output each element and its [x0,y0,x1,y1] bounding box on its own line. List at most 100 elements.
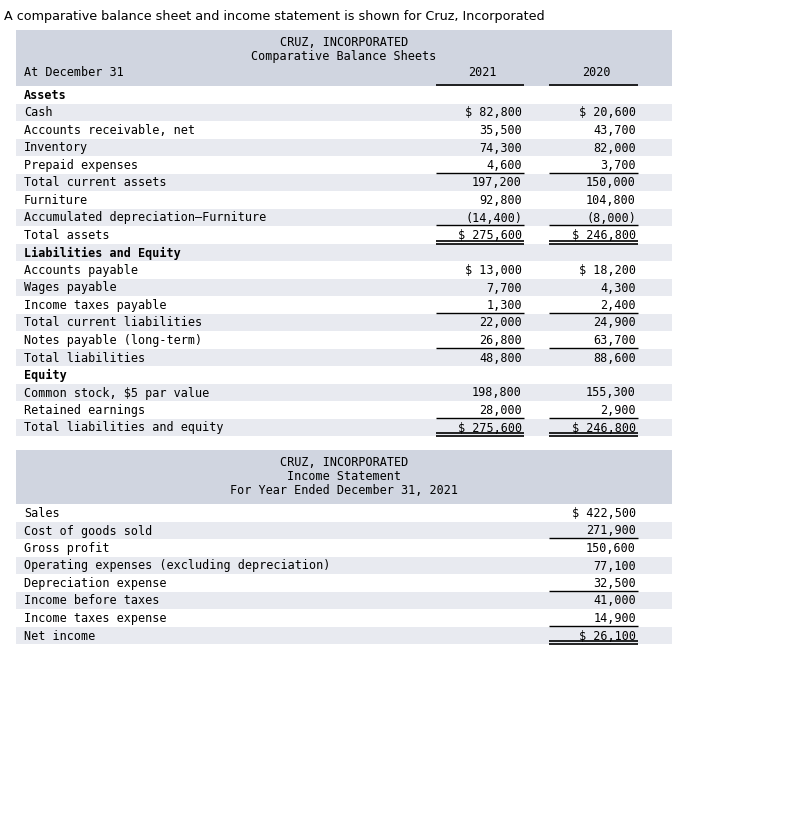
Text: For Year Ended December 31, 2021: For Year Ended December 31, 2021 [230,484,458,497]
Text: CRUZ, INCORPORATED: CRUZ, INCORPORATED [280,456,408,469]
Text: Wages payable: Wages payable [24,281,117,294]
Bar [16,419,672,436]
Text: 1,300: 1,300 [487,299,522,312]
Bar [16,348,672,366]
Bar [16,450,672,504]
Text: Common stock, $5 par value: Common stock, $5 par value [24,386,209,399]
Text: 88,600: 88,600 [593,352,636,365]
Text: 197,200: 197,200 [472,177,522,190]
Bar [16,313,672,331]
Bar [16,86,672,104]
Bar [16,627,672,644]
Text: $ 20,600: $ 20,600 [579,106,636,119]
Text: $ 13,000: $ 13,000 [465,264,522,277]
Text: Operating expenses (excluding depreciation): Operating expenses (excluding depreciati… [24,560,330,573]
Text: A comparative balance sheet and income statement is shown for Cruz, Incorporated: A comparative balance sheet and income s… [4,10,544,23]
Text: 4,300: 4,300 [600,281,636,294]
Text: 92,800: 92,800 [480,194,522,207]
Text: 14,900: 14,900 [593,612,636,625]
Text: $ 246,800: $ 246,800 [572,421,636,434]
Bar [16,296,672,313]
Bar [16,384,672,401]
Bar [16,104,672,121]
Text: Accounts payable: Accounts payable [24,264,138,277]
Text: 2020: 2020 [581,66,610,79]
Bar [16,401,672,419]
Text: Gross profit: Gross profit [24,542,110,555]
Bar [16,556,672,574]
Text: Total assets: Total assets [24,229,110,242]
Text: Cash: Cash [24,106,52,119]
Text: 150,600: 150,600 [586,542,636,555]
Text: 32,500: 32,500 [593,577,636,590]
Text: Net income: Net income [24,630,96,642]
Text: $ 422,500: $ 422,500 [572,507,636,520]
Text: 271,900: 271,900 [586,524,636,537]
Text: 43,700: 43,700 [593,124,636,137]
Text: Equity: Equity [24,369,66,382]
Text: Sales: Sales [24,507,59,520]
Text: Income taxes expense: Income taxes expense [24,612,167,625]
Text: 3,700: 3,700 [600,159,636,172]
Text: 26,800: 26,800 [480,334,522,347]
Text: 77,100: 77,100 [593,560,636,573]
Text: 2021: 2021 [468,66,496,79]
Bar [16,191,672,209]
Text: 63,700: 63,700 [593,334,636,347]
Text: (8,000): (8,000) [586,212,636,224]
Text: CRUZ, INCORPORATED: CRUZ, INCORPORATED [280,36,408,49]
Bar [16,331,672,348]
Text: 198,800: 198,800 [472,386,522,399]
Text: 22,000: 22,000 [480,317,522,330]
Text: Accounts receivable, net: Accounts receivable, net [24,124,195,137]
Text: 41,000: 41,000 [593,595,636,608]
Text: Accumulated depreciation–Furniture: Accumulated depreciation–Furniture [24,212,266,224]
Text: Total liabilities and equity: Total liabilities and equity [24,421,224,434]
Text: 35,500: 35,500 [480,124,522,137]
Text: 104,800: 104,800 [586,194,636,207]
Bar [16,366,672,384]
Text: 4,600: 4,600 [487,159,522,172]
Text: Notes payable (long-term): Notes payable (long-term) [24,334,202,347]
Bar [16,609,672,627]
Text: 2,900: 2,900 [600,404,636,417]
Bar [16,574,672,591]
Text: Furniture: Furniture [24,194,88,207]
Text: (14,400): (14,400) [465,212,522,224]
Text: Cost of goods sold: Cost of goods sold [24,524,152,537]
Text: $ 275,600: $ 275,600 [458,421,522,434]
Text: $ 246,800: $ 246,800 [572,229,636,242]
Bar [16,173,672,191]
Text: 82,000: 82,000 [593,142,636,155]
Bar [16,138,672,156]
Text: 2,400: 2,400 [600,299,636,312]
Bar [16,522,672,539]
Bar [16,539,672,556]
Bar [16,261,672,278]
Text: Inventory: Inventory [24,142,88,155]
Bar [16,209,672,226]
Text: $ 275,600: $ 275,600 [458,229,522,242]
Text: Income before taxes: Income before taxes [24,595,160,608]
Text: $ 26,100: $ 26,100 [579,630,636,642]
Text: 28,000: 28,000 [480,404,522,417]
Text: $ 82,800: $ 82,800 [465,106,522,119]
Text: 24,900: 24,900 [593,317,636,330]
Text: Retained earnings: Retained earnings [24,404,145,417]
Bar [16,504,672,522]
Text: Total liabilities: Total liabilities [24,352,145,365]
Text: 150,000: 150,000 [586,177,636,190]
Text: At December 31: At December 31 [24,66,124,79]
Text: Total current assets: Total current assets [24,177,167,190]
Text: 74,300: 74,300 [480,142,522,155]
Bar [16,30,672,86]
Bar [16,591,672,609]
Text: Depreciation expense: Depreciation expense [24,577,167,590]
Bar [16,121,672,138]
Text: 155,300: 155,300 [586,386,636,399]
Bar [16,244,672,261]
Text: 48,800: 48,800 [480,352,522,365]
Text: 7,700: 7,700 [487,281,522,294]
Bar [16,278,672,296]
Text: $ 18,200: $ 18,200 [579,264,636,277]
